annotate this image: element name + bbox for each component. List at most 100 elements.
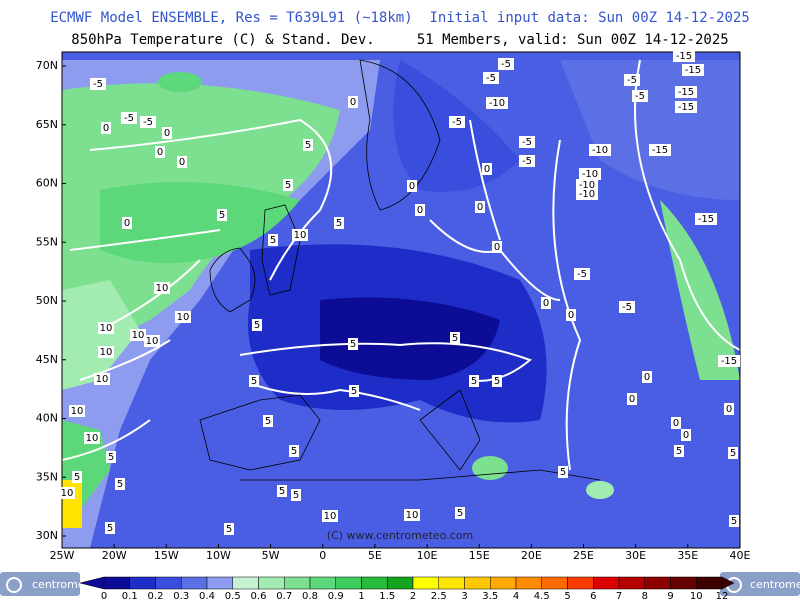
contour-label-bg — [217, 209, 227, 221]
contour-label: 5 — [254, 320, 260, 331]
contour-label: -5 — [522, 137, 532, 148]
contour-label: -5 — [577, 269, 587, 280]
contour-label-bg — [492, 375, 502, 387]
contour-label-bg — [249, 375, 259, 387]
colorbar-label: 0.4 — [199, 591, 215, 600]
contour-label: 0 — [477, 202, 483, 213]
colorbar-box — [412, 576, 439, 590]
contour-label: 0 — [568, 310, 574, 321]
contour-label-bg — [263, 415, 273, 427]
contour-label: 5 — [219, 210, 225, 221]
colorbar-label: 0.9 — [328, 591, 344, 600]
contour-label-bg — [673, 50, 695, 62]
colorbar-label: 2 — [410, 591, 416, 600]
contour-label-bg — [283, 179, 293, 191]
contour-label: 0 — [157, 147, 163, 158]
contour-label: 0 — [350, 97, 356, 108]
colorbar-box — [129, 576, 156, 590]
contour-label-bg — [541, 297, 551, 309]
lat-label: 30N — [36, 529, 58, 542]
contour-label-bg — [115, 478, 125, 490]
lat-label: 70N — [36, 59, 58, 72]
contour-label: 10 — [146, 336, 159, 347]
contour-label-bg — [84, 432, 100, 444]
colorbar-box — [335, 576, 362, 590]
contour-label-bg — [252, 319, 262, 331]
colorbar-label: 0.6 — [251, 591, 267, 600]
contour-label-bg — [289, 445, 299, 457]
contour-label-bg — [177, 156, 187, 168]
contour-label-bg — [449, 116, 465, 128]
colorbar-label: 0.1 — [122, 591, 138, 600]
contour-label: 10 — [96, 374, 109, 385]
contour-label: 0 — [417, 205, 423, 216]
lat-label: 50N — [36, 294, 58, 307]
contour-label-bg — [681, 429, 691, 441]
lon-label: 20W — [102, 549, 127, 562]
contour-label: 5 — [452, 333, 458, 344]
contour-label: 10 — [132, 330, 145, 341]
contour-label: -15 — [676, 51, 692, 62]
contour-label: 10 — [324, 511, 337, 522]
contour-label-bg — [69, 405, 85, 417]
contour-label-bg — [566, 309, 576, 321]
contour-label-bg — [579, 168, 601, 180]
contour-label: 0 — [164, 128, 170, 139]
colorbar-box — [464, 576, 491, 590]
colorbar-label: 5 — [564, 591, 570, 600]
contour-label-bg — [291, 489, 301, 501]
contour-label: 10 — [61, 488, 74, 499]
contour-label-bg — [469, 375, 479, 387]
contour-label: 0 — [103, 123, 109, 134]
colorbar-box — [309, 576, 336, 590]
logo-right: centrometeo — [750, 578, 800, 591]
contour-label-bg — [348, 338, 358, 350]
contour-label: 5 — [494, 376, 500, 387]
contour-label-bg — [574, 268, 590, 280]
colorbar-label: 2.5 — [431, 591, 447, 600]
contour-label-bg — [486, 97, 508, 109]
contour-label-bg — [649, 144, 671, 156]
colorbar-label: 0.2 — [148, 591, 164, 600]
contour-label: 10 — [406, 510, 419, 521]
contour-label: 5 — [291, 446, 297, 457]
colorbar-arrow-right — [721, 576, 735, 590]
contour-label: -5 — [635, 91, 645, 102]
colorbar-label: 7 — [616, 591, 622, 600]
contour-label: 0 — [683, 430, 689, 441]
contour-label: -5 — [522, 156, 532, 167]
colorbar-box — [696, 576, 723, 590]
lat-label: 35N — [36, 470, 58, 483]
contour-label: -10 — [579, 180, 595, 191]
contour-label: 5 — [108, 452, 114, 463]
contour-label: 5 — [251, 376, 257, 387]
contour-label-bg — [303, 139, 313, 151]
contour-label-bg — [642, 371, 652, 383]
contour-label-bg — [675, 86, 697, 98]
contour-label-bg — [619, 301, 635, 313]
contour-label: 0 — [124, 218, 130, 229]
colorbar-box — [361, 576, 388, 590]
contour-label-bg — [492, 241, 502, 253]
contour-label: 0 — [543, 298, 549, 309]
lon-label: 5W — [262, 549, 280, 562]
title: ECMWF Model ENSEMBLE, Res = T639L91 (~18… — [50, 10, 750, 26]
lon-label: 10W — [206, 549, 231, 562]
contour-label: -15 — [678, 87, 694, 98]
colorbar-label: 0.8 — [302, 591, 318, 600]
contour-label-bg — [140, 116, 156, 128]
contour-label: -10 — [579, 189, 595, 200]
lon-label: 10E — [417, 549, 438, 562]
colorbar-label: 0.5 — [225, 591, 241, 600]
contour-label: 0 — [484, 164, 490, 175]
colorbar-label: 6 — [590, 591, 596, 600]
contour-label-bg — [349, 385, 359, 397]
colorbar-box — [618, 576, 645, 590]
contour-label: -15 — [698, 214, 714, 225]
colorbar-label: 8 — [642, 591, 648, 600]
colorbar-box — [515, 576, 542, 590]
contour-label-bg — [729, 515, 739, 527]
contour-label-bg — [671, 417, 681, 429]
contour-label: -5 — [627, 75, 637, 86]
contour-label: 0 — [644, 372, 650, 383]
